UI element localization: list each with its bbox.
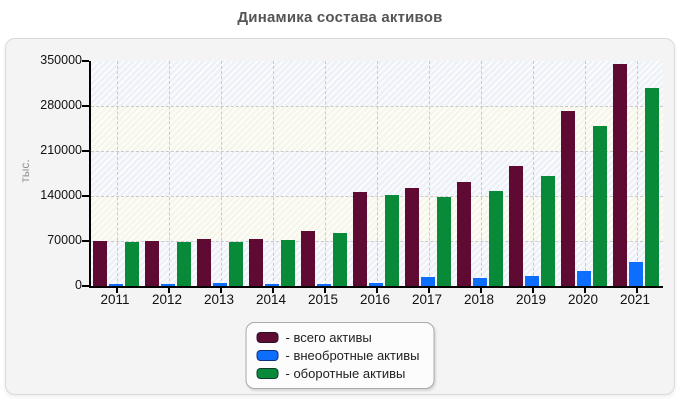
y-tick-mark bbox=[82, 195, 89, 197]
bar-2013-series0 bbox=[197, 239, 211, 286]
x-tick-label: 2014 bbox=[255, 292, 287, 307]
bar-2012-series2 bbox=[177, 242, 191, 286]
x-tick-label: 2015 bbox=[307, 292, 339, 307]
bar-2019-series2 bbox=[541, 176, 555, 286]
x-tick-mark bbox=[480, 288, 482, 293]
x-tick-mark bbox=[272, 288, 274, 293]
bar-2019-series1 bbox=[525, 276, 539, 286]
y-tick-mark bbox=[82, 285, 89, 287]
x-tick-label: 2020 bbox=[567, 292, 599, 307]
legend-label: - оборотные активы bbox=[285, 366, 406, 381]
x-tick-mark bbox=[116, 288, 118, 293]
chart-title: Динамика состава активов bbox=[237, 9, 443, 26]
bar-2020-series2 bbox=[593, 126, 607, 286]
legend: - всего активы - внеобротные активы - обор… bbox=[245, 322, 435, 389]
legend-label: - внеобротные активы bbox=[285, 348, 420, 363]
legend-item: - оборотные активы bbox=[256, 366, 420, 381]
bar-2013-series2 bbox=[229, 242, 243, 286]
chart-panel: тыс. 0 70000 140000 210000 280000 350000 2011… bbox=[5, 38, 675, 395]
gridline-vertical bbox=[637, 61, 638, 286]
bar-2019-series0 bbox=[509, 166, 523, 286]
bar-2018-series1 bbox=[473, 278, 487, 286]
y-tick-mark bbox=[82, 240, 89, 242]
x-tick-label: 2021 bbox=[619, 292, 651, 307]
bar-2011-series2 bbox=[125, 242, 139, 286]
bar-2017-series0 bbox=[405, 188, 419, 286]
x-tick-mark bbox=[636, 288, 638, 293]
y-tick-mark bbox=[82, 105, 89, 107]
x-tick-mark bbox=[532, 288, 534, 293]
y-tick-mark bbox=[82, 150, 89, 152]
bar-2017-series1 bbox=[421, 277, 435, 286]
x-tick-label: 2011 bbox=[100, 292, 130, 307]
bar-2011-series1 bbox=[109, 284, 123, 286]
gridline-vertical bbox=[481, 61, 482, 286]
x-tick-mark bbox=[324, 288, 326, 293]
bar-2012-series0 bbox=[145, 241, 159, 286]
legend-swatch-series1 bbox=[256, 350, 279, 361]
x-axis-labels: 2011 2012 2013 2014 2015 2016 2017 2018 2019 2020… bbox=[89, 292, 661, 310]
bar-2012-series1 bbox=[161, 284, 175, 286]
y-axis-tick-labels: 0 70000 140000 210000 280000 350000 bbox=[6, 53, 82, 292]
x-tick-label: 2012 bbox=[151, 292, 183, 307]
x-tick-mark bbox=[376, 288, 378, 293]
gridline-vertical bbox=[169, 61, 170, 286]
plot-area bbox=[82, 60, 663, 293]
bar-2015-series2 bbox=[333, 233, 347, 286]
gridline-vertical bbox=[117, 61, 118, 286]
y-tick-label: 350000 bbox=[40, 53, 82, 67]
x-tick-mark bbox=[168, 288, 170, 293]
legend-item: - внеобротные активы bbox=[256, 348, 420, 363]
x-tick-label: 2017 bbox=[411, 292, 443, 307]
x-tick-mark bbox=[220, 288, 222, 293]
x-tick-label: 2018 bbox=[463, 292, 495, 307]
bar-2020-series1 bbox=[577, 271, 591, 286]
bar-2020-series0 bbox=[561, 111, 575, 286]
bar-2013-series1 bbox=[213, 283, 227, 286]
legend-label: - всего активы bbox=[285, 330, 372, 345]
bar-2015-series0 bbox=[301, 231, 315, 286]
bar-2021-series0 bbox=[613, 64, 627, 286]
gridline-vertical bbox=[273, 61, 274, 286]
bar-2016-series0 bbox=[353, 192, 367, 286]
legend-item: - всего активы bbox=[256, 330, 420, 345]
y-tick-label: 0 bbox=[75, 278, 82, 292]
x-tick-mark bbox=[584, 288, 586, 293]
bar-2021-series2 bbox=[645, 88, 659, 286]
x-tick-mark bbox=[428, 288, 430, 293]
gridline-vertical bbox=[585, 61, 586, 286]
bar-2016-series2 bbox=[385, 195, 399, 286]
legend-swatch-series2 bbox=[256, 368, 279, 379]
y-tick-label: 280000 bbox=[40, 98, 82, 112]
gridline-vertical bbox=[377, 61, 378, 286]
gridline-vertical bbox=[325, 61, 326, 286]
y-tick-label: 70000 bbox=[47, 233, 82, 247]
x-tick-label: 2019 bbox=[515, 292, 547, 307]
y-tick-label: 140000 bbox=[40, 188, 82, 202]
y-tick-mark bbox=[82, 60, 89, 62]
bar-2014-series2 bbox=[281, 240, 295, 286]
x-tick-label: 2013 bbox=[203, 292, 235, 307]
bar-2016-series1 bbox=[369, 283, 383, 286]
x-tick-label: 2016 bbox=[359, 292, 391, 307]
bar-2021-series1 bbox=[629, 262, 643, 286]
bar-2017-series2 bbox=[437, 197, 451, 286]
bar-2011-series0 bbox=[93, 241, 107, 286]
bar-2015-series1 bbox=[317, 284, 331, 286]
bar-2014-series1 bbox=[265, 284, 279, 286]
bar-2018-series0 bbox=[457, 182, 471, 286]
gridline-vertical bbox=[533, 61, 534, 286]
bar-2018-series2 bbox=[489, 191, 503, 286]
bar-2014-series0 bbox=[249, 239, 263, 286]
gridline-vertical bbox=[429, 61, 430, 286]
gridline-vertical bbox=[221, 61, 222, 286]
y-tick-label: 210000 bbox=[40, 143, 82, 157]
legend-swatch-series0 bbox=[256, 332, 279, 343]
